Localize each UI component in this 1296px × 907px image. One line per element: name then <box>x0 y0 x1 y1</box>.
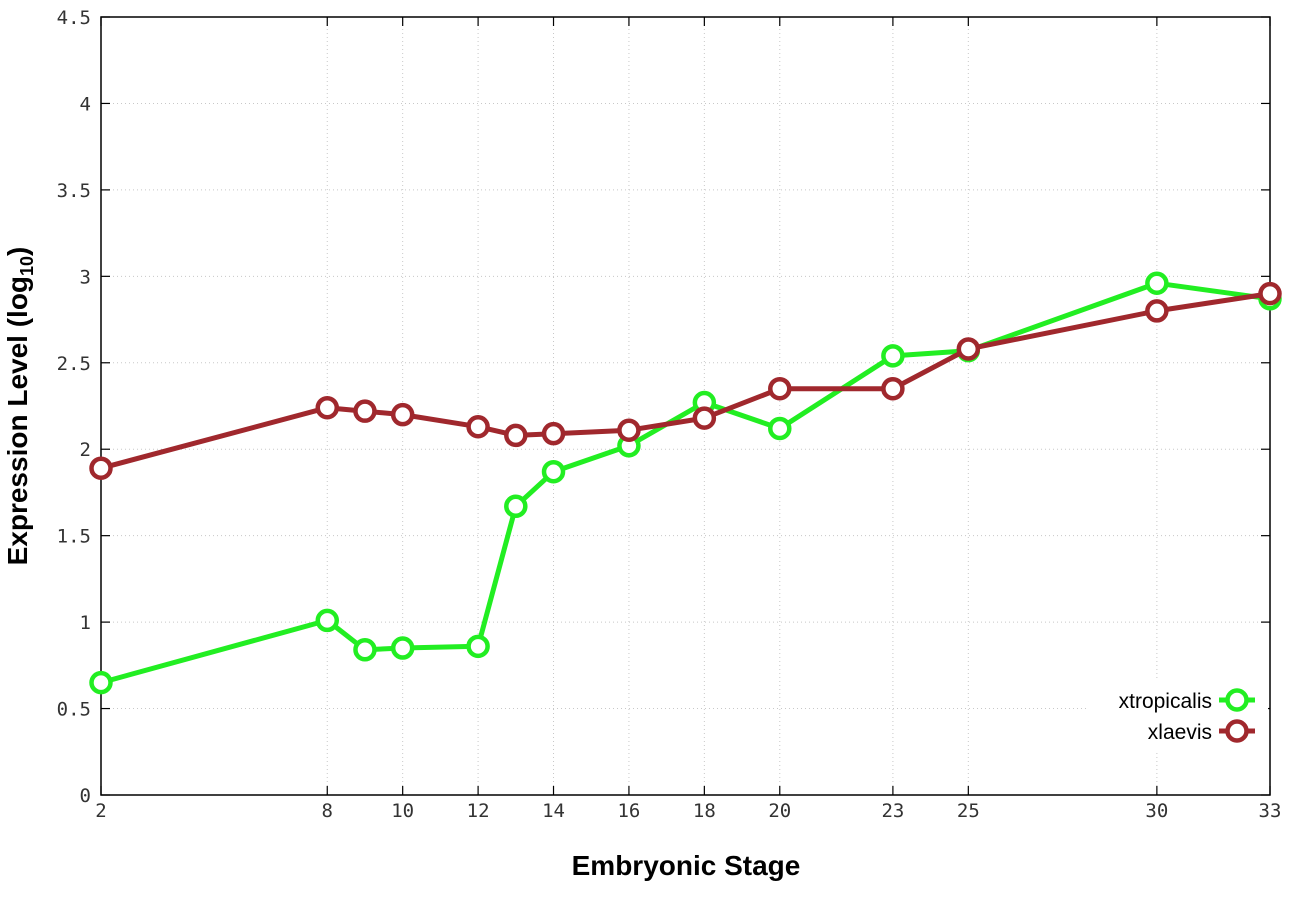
data-point-xtropicalis <box>353 638 377 662</box>
legend-label-xtropicalis: xtropicalis <box>1119 690 1212 713</box>
data-point-xtropicalis <box>881 344 905 368</box>
x-tick-label: 16 <box>617 800 640 822</box>
x-tick-label: 8 <box>322 800 333 822</box>
data-point-xtropicalis <box>1145 271 1169 295</box>
data-point-xtropicalis <box>768 416 792 441</box>
data-point-xtropicalis <box>89 670 113 695</box>
plot-frame <box>100 16 1271 796</box>
data-point-xlaevis <box>1145 299 1169 323</box>
series-line-xtropicalis <box>100 280 1271 686</box>
grid-layer <box>101 17 1270 795</box>
x-tick-label: 23 <box>881 800 904 822</box>
legend: xtropicalis xlaevis <box>1119 688 1255 744</box>
data-point-xlaevis <box>881 376 905 401</box>
x-axis-title: Embryonic Stage <box>572 850 801 881</box>
data-point-xtropicalis <box>541 459 566 484</box>
y-axis-title-close: ) <box>2 247 33 256</box>
y-tick-label: 1.5 <box>57 526 91 548</box>
y-tick-label: 3 <box>80 266 91 288</box>
y-tick-label: 4.5 <box>57 7 91 29</box>
series-line-xlaevis <box>100 291 1271 471</box>
data-point-xtropicalis <box>390 636 415 660</box>
y-tick-label: 0 <box>80 785 91 807</box>
y-tick-label: 2 <box>80 439 91 461</box>
data-point-xlaevis <box>956 337 981 361</box>
y-tick-label: 4 <box>80 93 91 115</box>
data-point-xlaevis <box>353 399 377 423</box>
y-tick-label: 1 <box>80 612 91 634</box>
data-point-xtropicalis <box>504 494 528 519</box>
y-tick-label: 0.5 <box>57 699 91 721</box>
x-tick-label: 18 <box>693 800 716 822</box>
data-point-xlaevis <box>768 376 792 401</box>
legend-marker-xlaevis <box>1225 719 1249 743</box>
y-axis-title: Expression Level (log10) <box>2 247 37 566</box>
y-axis-title-main: Expression Level (log <box>2 276 33 565</box>
data-point-xlaevis <box>504 423 528 448</box>
x-tick-label: 2 <box>95 800 106 822</box>
data-point-xlaevis <box>617 418 641 442</box>
series-layer <box>89 271 1282 695</box>
data-point-xlaevis <box>466 414 490 439</box>
x-tick-label: 33 <box>1259 800 1282 822</box>
ticks-layer: 0 0.5 1 1.5 2 2.5 3 3.5 4 4.5 2 8 10 12 14 16 18 20 23 25 30… <box>57 7 1282 822</box>
x-tick-label: 20 <box>768 800 791 822</box>
legend-label-xlaevis: xlaevis <box>1148 721 1212 744</box>
x-tick-label: 14 <box>542 800 565 822</box>
x-tick-label: 10 <box>391 800 414 822</box>
x-tick-label: 12 <box>467 800 490 822</box>
x-tick-label: 30 <box>1145 800 1168 822</box>
y-tick-label: 3.5 <box>57 180 91 202</box>
data-point-xlaevis <box>390 402 415 427</box>
x-tick-label: 25 <box>957 800 980 822</box>
y-axis-title-subscript: 10 <box>17 256 37 276</box>
data-point-xlaevis <box>89 456 113 480</box>
data-point-xlaevis <box>315 395 340 420</box>
data-point-xtropicalis <box>466 634 490 659</box>
data-point-xtropicalis <box>315 608 340 633</box>
data-point-xlaevis <box>1258 281 1282 306</box>
data-point-xlaevis <box>692 406 717 430</box>
data-point-xlaevis <box>541 421 566 446</box>
legend-marker-xtropicalis <box>1225 688 1249 712</box>
y-tick-label: 2.5 <box>57 353 91 375</box>
